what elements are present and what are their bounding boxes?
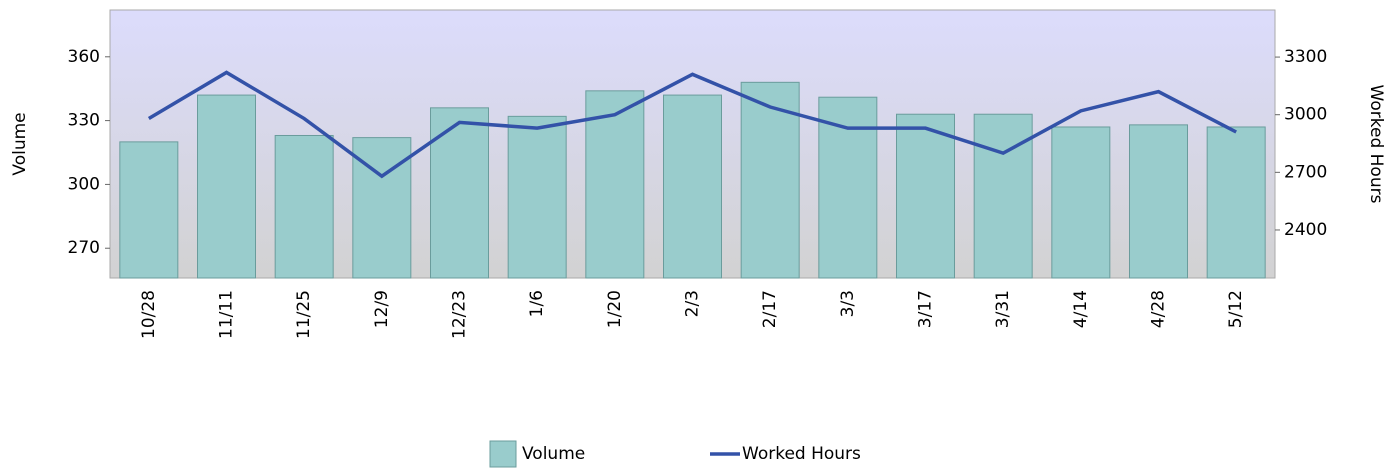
y2-tick-label: 3300 xyxy=(1284,47,1327,67)
bar xyxy=(507,115,567,279)
legend-label: Volume xyxy=(522,444,585,464)
bar xyxy=(430,107,489,279)
bar xyxy=(352,137,412,279)
x-tick-label: 3/3 xyxy=(838,290,858,317)
x-tick-label: 5/12 xyxy=(1226,290,1246,328)
x-tick-label: 1/6 xyxy=(527,290,547,317)
bar xyxy=(663,94,722,279)
y-tick-label: 330 xyxy=(68,111,100,131)
x-tick-label: 2/3 xyxy=(683,290,703,317)
bar xyxy=(1206,126,1266,279)
bar xyxy=(1129,124,1188,279)
bar xyxy=(197,94,256,279)
bar xyxy=(973,113,1033,279)
y2-tick-label: 2400 xyxy=(1284,220,1327,240)
y-axis-label: Volume xyxy=(10,112,30,175)
x-tick-label: 11/11 xyxy=(217,290,237,339)
bar xyxy=(119,141,179,279)
y-tick-label: 270 xyxy=(68,238,100,258)
y-tick-label: 360 xyxy=(68,47,100,67)
y2-axis-label: Worked Hours xyxy=(1366,85,1386,204)
x-tick-label: 4/14 xyxy=(1071,290,1091,328)
y2-tick-label: 3000 xyxy=(1284,105,1327,125)
y-tick-label: 300 xyxy=(68,174,100,194)
legend-label: Worked Hours xyxy=(742,444,861,464)
bar xyxy=(896,113,955,279)
bar xyxy=(585,90,645,279)
x-tick-label: 2/17 xyxy=(760,290,780,328)
x-tick-label: 3/17 xyxy=(916,290,936,328)
line xyxy=(147,70,1237,179)
x-tick-label: 10/28 xyxy=(139,290,159,339)
x-tick-label: 12/23 xyxy=(450,290,470,339)
bar xyxy=(740,81,800,279)
x-tick-label: 1/20 xyxy=(605,290,625,328)
x-tick-label: 4/28 xyxy=(1149,290,1169,328)
legend-swatch xyxy=(489,440,517,468)
x-tick-label: 11/25 xyxy=(294,290,314,339)
x-tick-label: 12/9 xyxy=(372,290,392,328)
bar xyxy=(274,134,334,279)
bar xyxy=(1051,126,1111,279)
x-tick-label: 3/31 xyxy=(993,290,1013,328)
y2-tick-label: 2700 xyxy=(1284,162,1327,182)
